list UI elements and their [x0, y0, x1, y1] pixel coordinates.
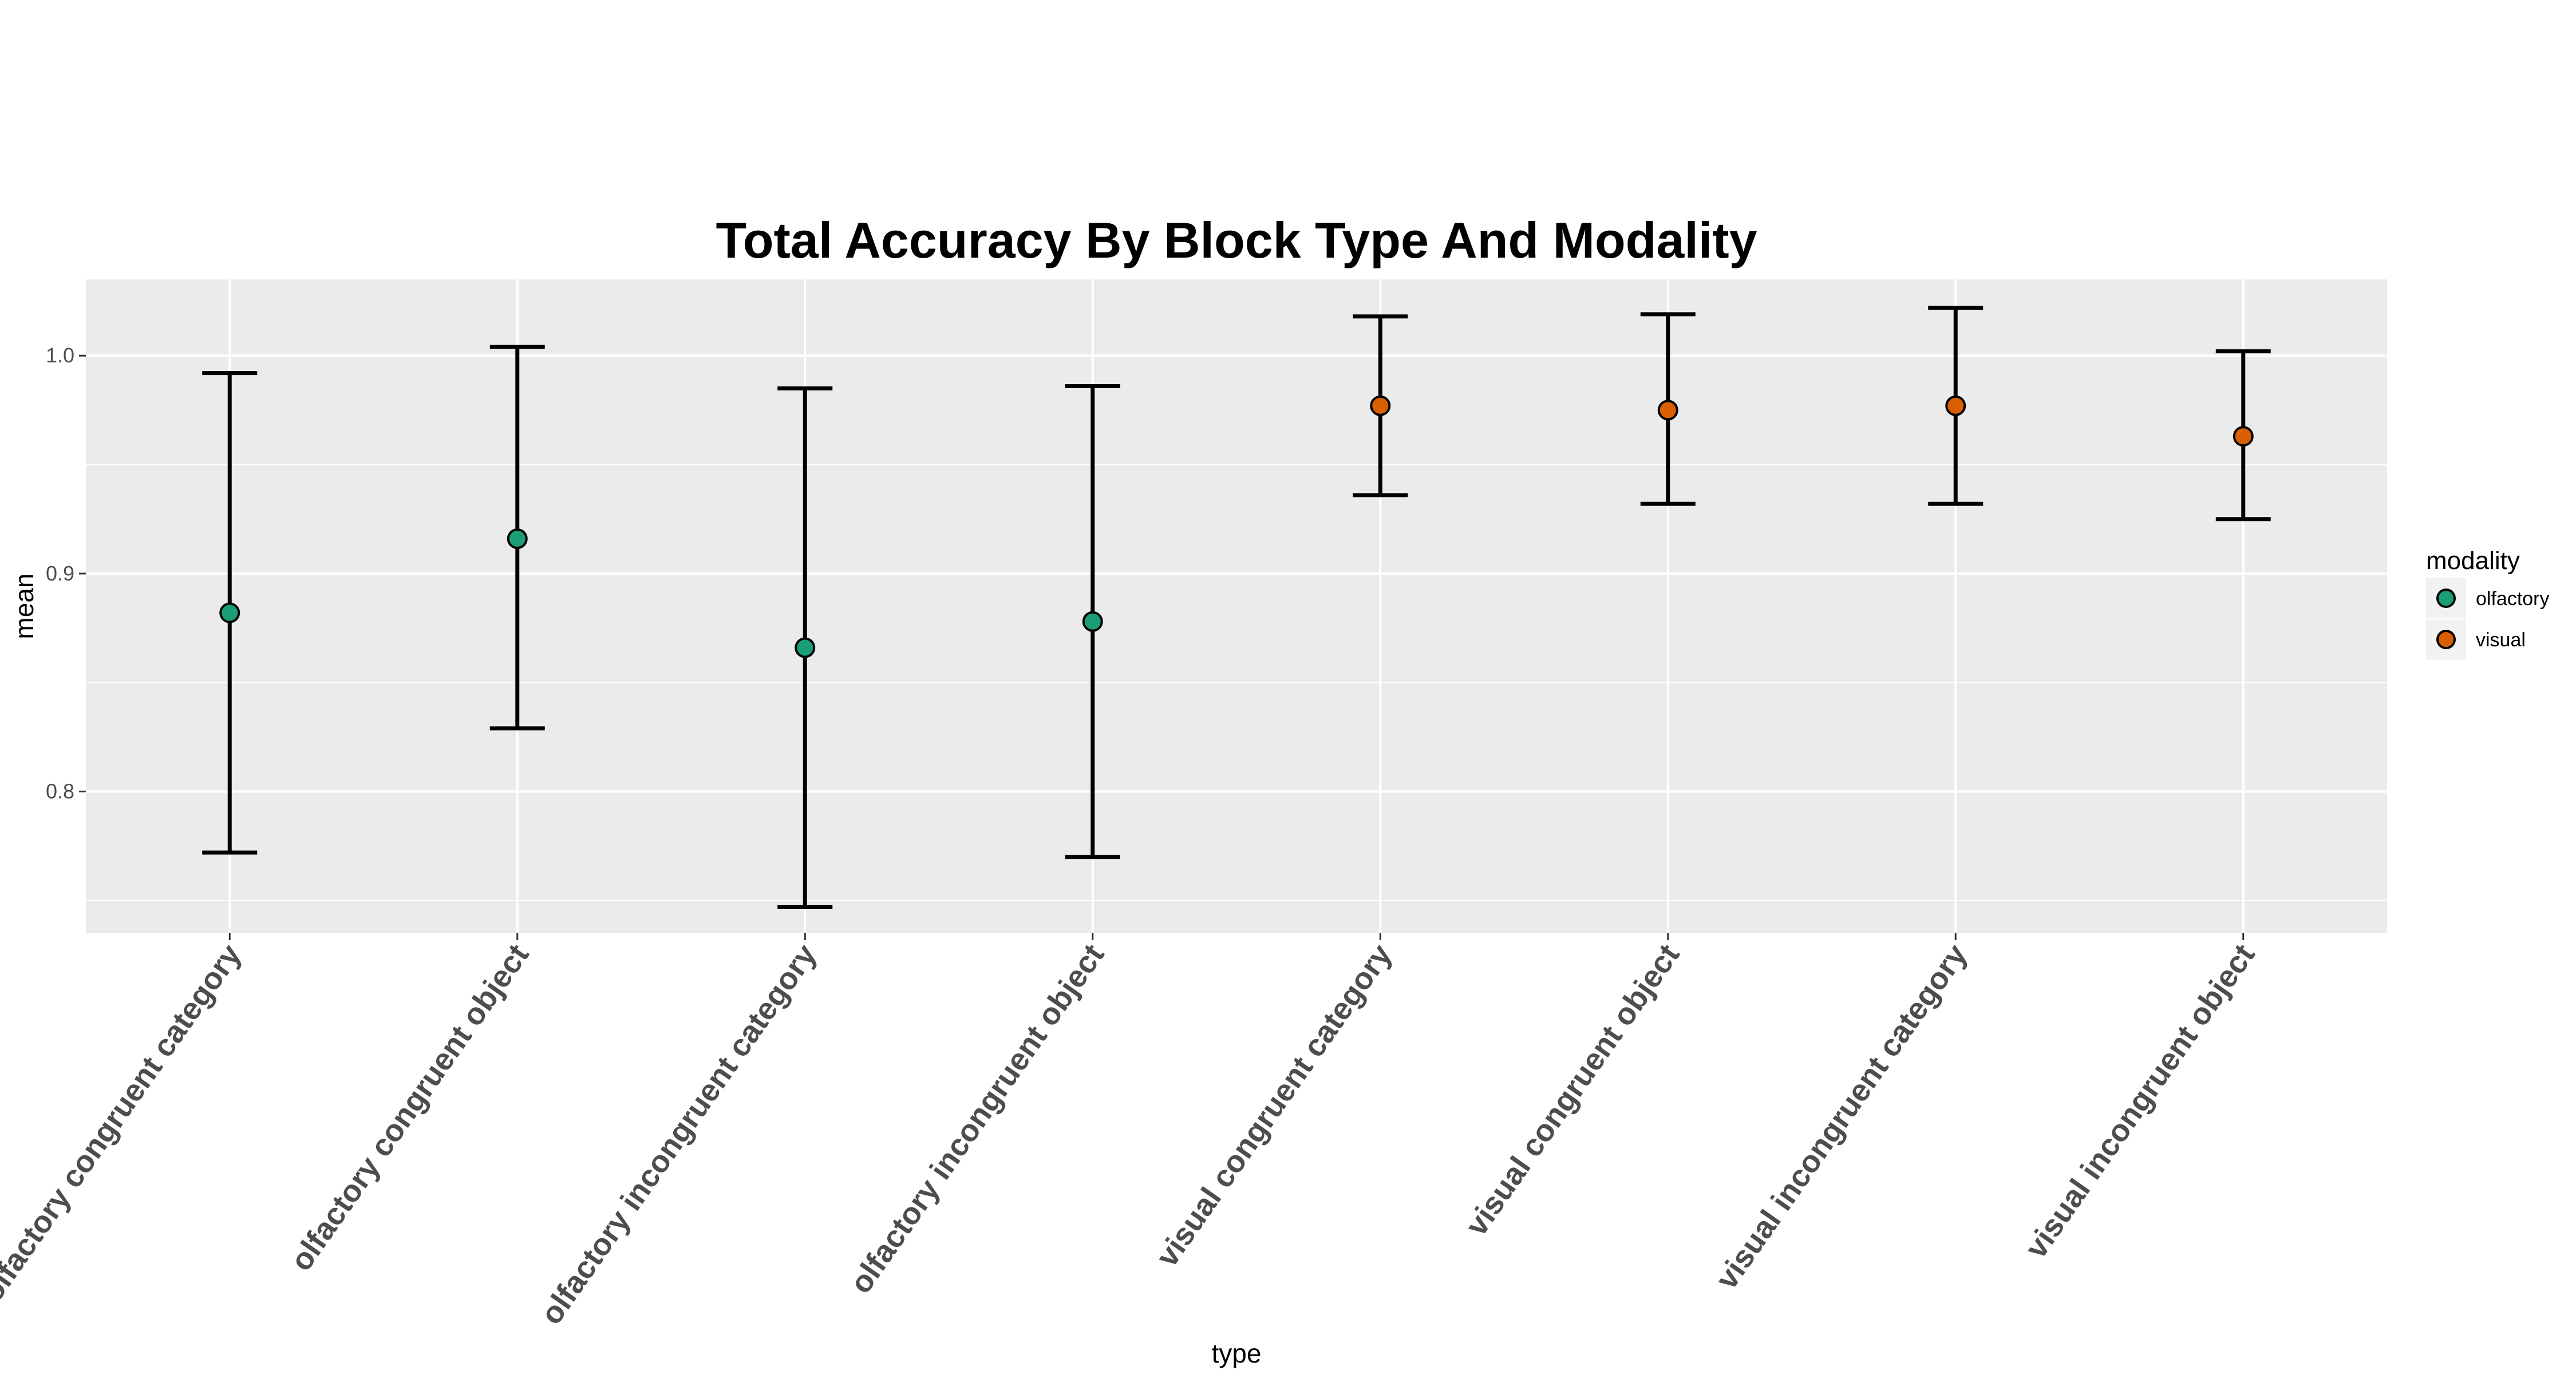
mean-point — [1370, 395, 1391, 416]
legend: modality olfactory visual — [2426, 547, 2550, 660]
legend-key-marker — [2436, 630, 2456, 649]
x-axis-title: type — [1212, 1339, 1262, 1368]
y-axis-title: mean — [9, 573, 39, 639]
mean-point — [1657, 400, 1678, 421]
x-tick-label: visual incongruent category — [1709, 938, 1974, 1295]
mean-point — [795, 637, 816, 658]
mean-point — [507, 528, 528, 549]
legend-label: visual — [2476, 629, 2526, 651]
y-tick-label: 1.0 — [46, 344, 74, 367]
x-tick-label: olfactory incongruent category — [534, 938, 823, 1330]
x-tick-label: olfactory congruent category — [0, 938, 248, 1308]
legend-title: modality — [2426, 547, 2520, 575]
y-tick-label: 0.8 — [46, 780, 74, 803]
error-bars — [202, 305, 2271, 909]
mean-point — [1082, 611, 1103, 632]
legend-label: olfactory — [2476, 588, 2550, 610]
x-tick-label: visual congruent category — [1149, 938, 1398, 1273]
chart-title: Total Accuracy By Block Type And Modalit… — [716, 212, 1757, 269]
x-axis: olfactory congruent category olfactory co… — [0, 933, 2262, 1330]
mean-point — [2233, 426, 2254, 447]
x-tick-label: olfactory congruent object — [284, 938, 536, 1277]
y-tick-label: 0.9 — [46, 562, 74, 585]
plot-panel — [86, 279, 2387, 933]
x-tick-label: visual incongruent object — [2018, 938, 2261, 1264]
legend-key-marker — [2436, 589, 2456, 608]
data-points — [219, 395, 2254, 658]
mean-point — [1945, 395, 1966, 416]
y-axis: 0.8 0.9 1.0 — [46, 344, 86, 803]
mean-point — [219, 602, 240, 623]
x-tick-label: visual congruent object — [1459, 938, 1686, 1242]
x-tick-label: olfactory incongruent object — [843, 938, 1111, 1300]
